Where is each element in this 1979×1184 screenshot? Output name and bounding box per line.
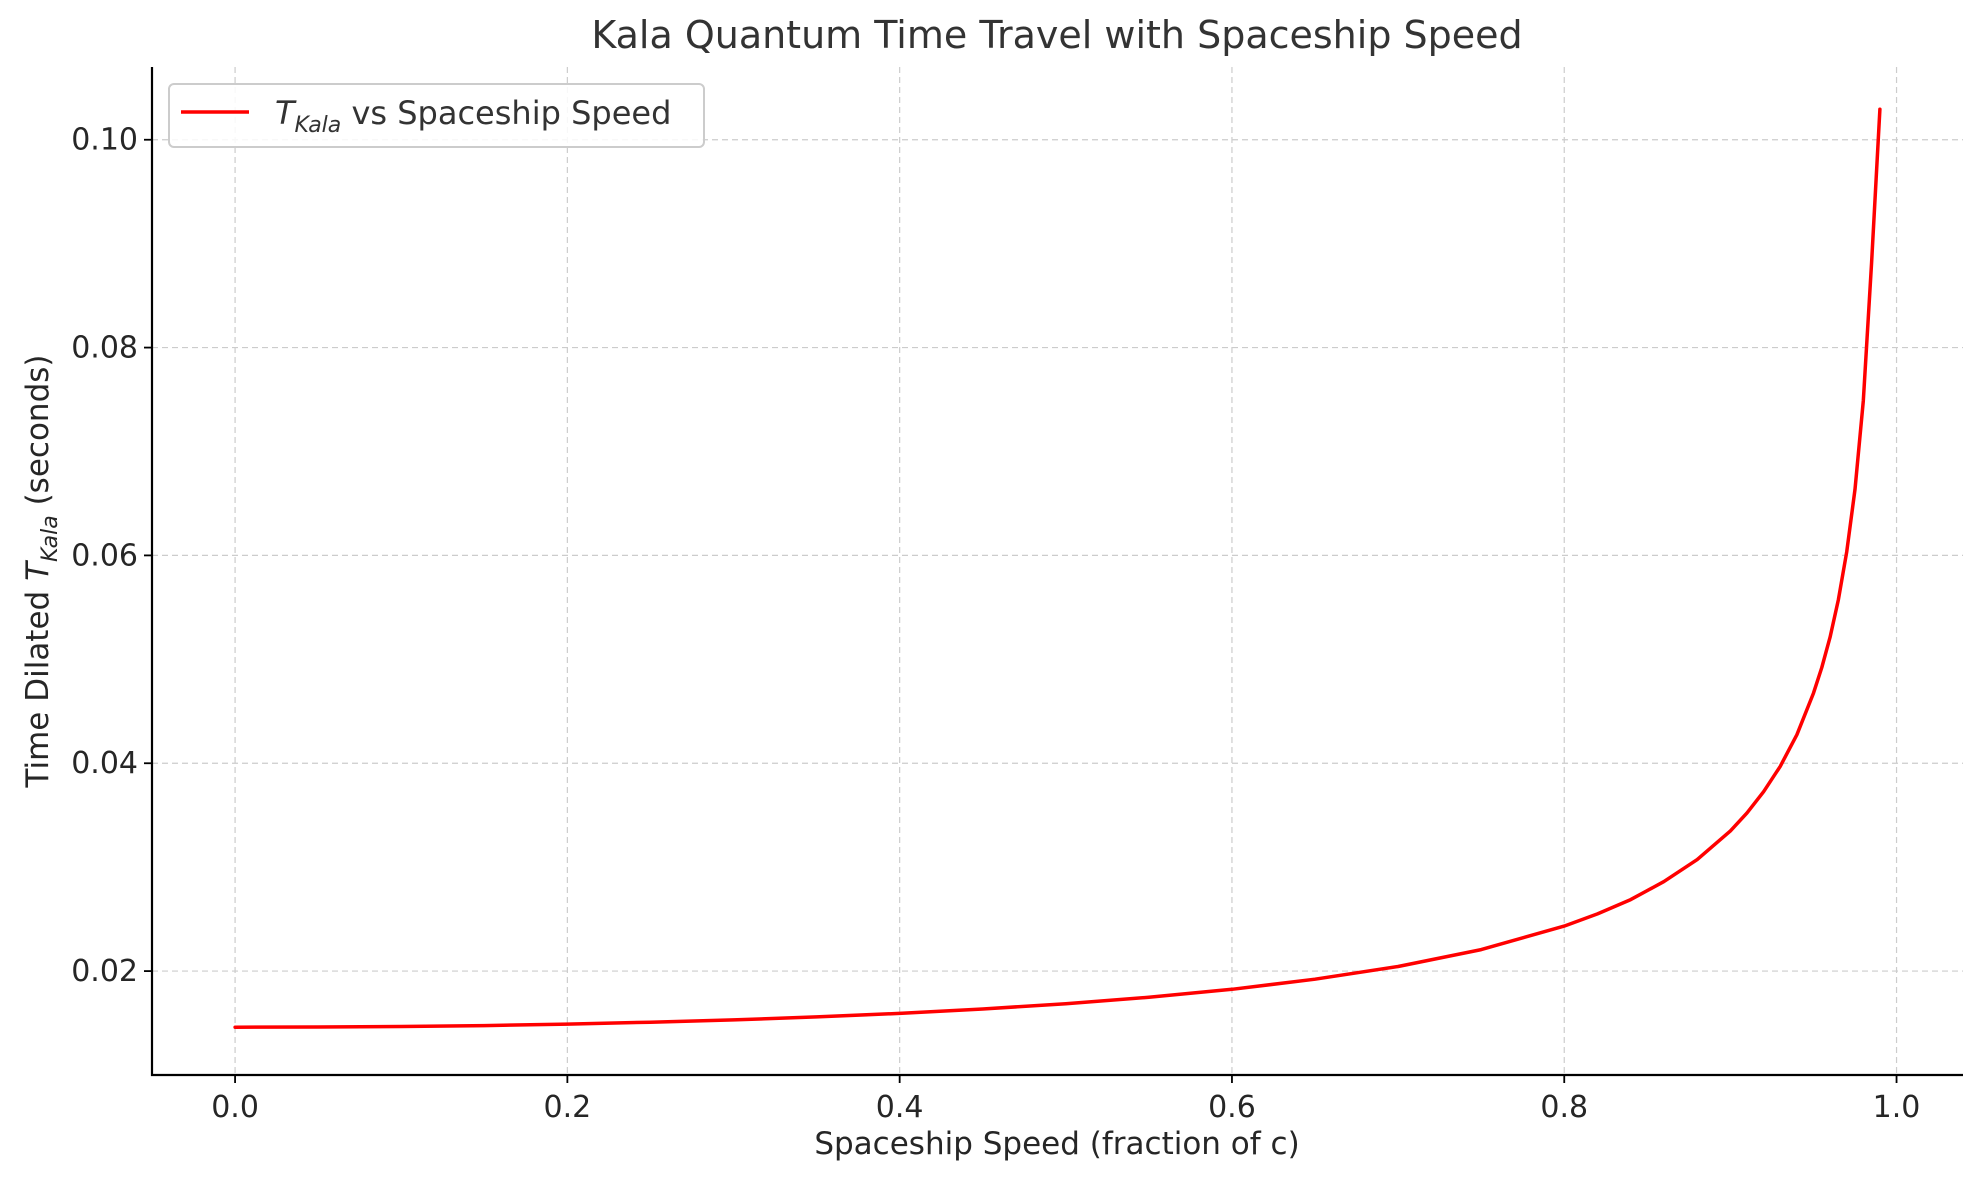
x-tick-label: 0.2 [544, 1090, 592, 1125]
chart-title: Kala Quantum Time Travel with Spaceship … [591, 13, 1522, 57]
y-tick-label: 0.06 [71, 538, 138, 573]
y-axis-label-symbol: T [20, 560, 56, 581]
x-tick-label: 0.4 [876, 1090, 924, 1125]
grid [152, 67, 1963, 1075]
y-axis-label-suffix: (seconds) [20, 355, 56, 516]
axis-spines [150, 67, 1963, 1077]
series-line [233, 107, 1882, 1029]
series-layer [233, 107, 1882, 1029]
legend-label: TKala vs Spaceship Speed [275, 94, 671, 138]
y-axis-label: Time Dilated TKala (seconds) [20, 355, 63, 789]
x-ticks: 0.0 0.2 0.4 0.6 0.8 1.0 [211, 1075, 1920, 1125]
y-tick-label: 0.08 [71, 331, 138, 366]
x-tick-label: 0.0 [211, 1090, 259, 1125]
y-tick-label: 0.10 [71, 123, 138, 158]
y-axis-label-prefix: Time Dilated [20, 581, 56, 789]
legend-label-suffix: vs Spaceship Speed [341, 94, 671, 132]
legend-box [168, 83, 705, 148]
legend-label-subscript: Kala [295, 113, 342, 138]
y-tick-label: 0.04 [71, 746, 138, 781]
legend-label-symbol: T [275, 94, 297, 132]
y-axis-label-subscript: Kala [38, 515, 63, 562]
x-tick-label: 0.8 [1540, 1090, 1588, 1125]
y-ticks: 0.02 0.04 0.06 0.08 0.10 [71, 123, 152, 989]
legend: TKala vs Spaceship Speed [168, 83, 705, 148]
y-tick-label: 0.02 [71, 954, 138, 989]
x-axis-label: Spaceship Speed (fraction of c) [814, 1126, 1299, 1162]
axes [150, 67, 1963, 1077]
x-tick-label: 0.6 [1208, 1090, 1256, 1125]
x-tick-label: 1.0 [1873, 1090, 1921, 1125]
